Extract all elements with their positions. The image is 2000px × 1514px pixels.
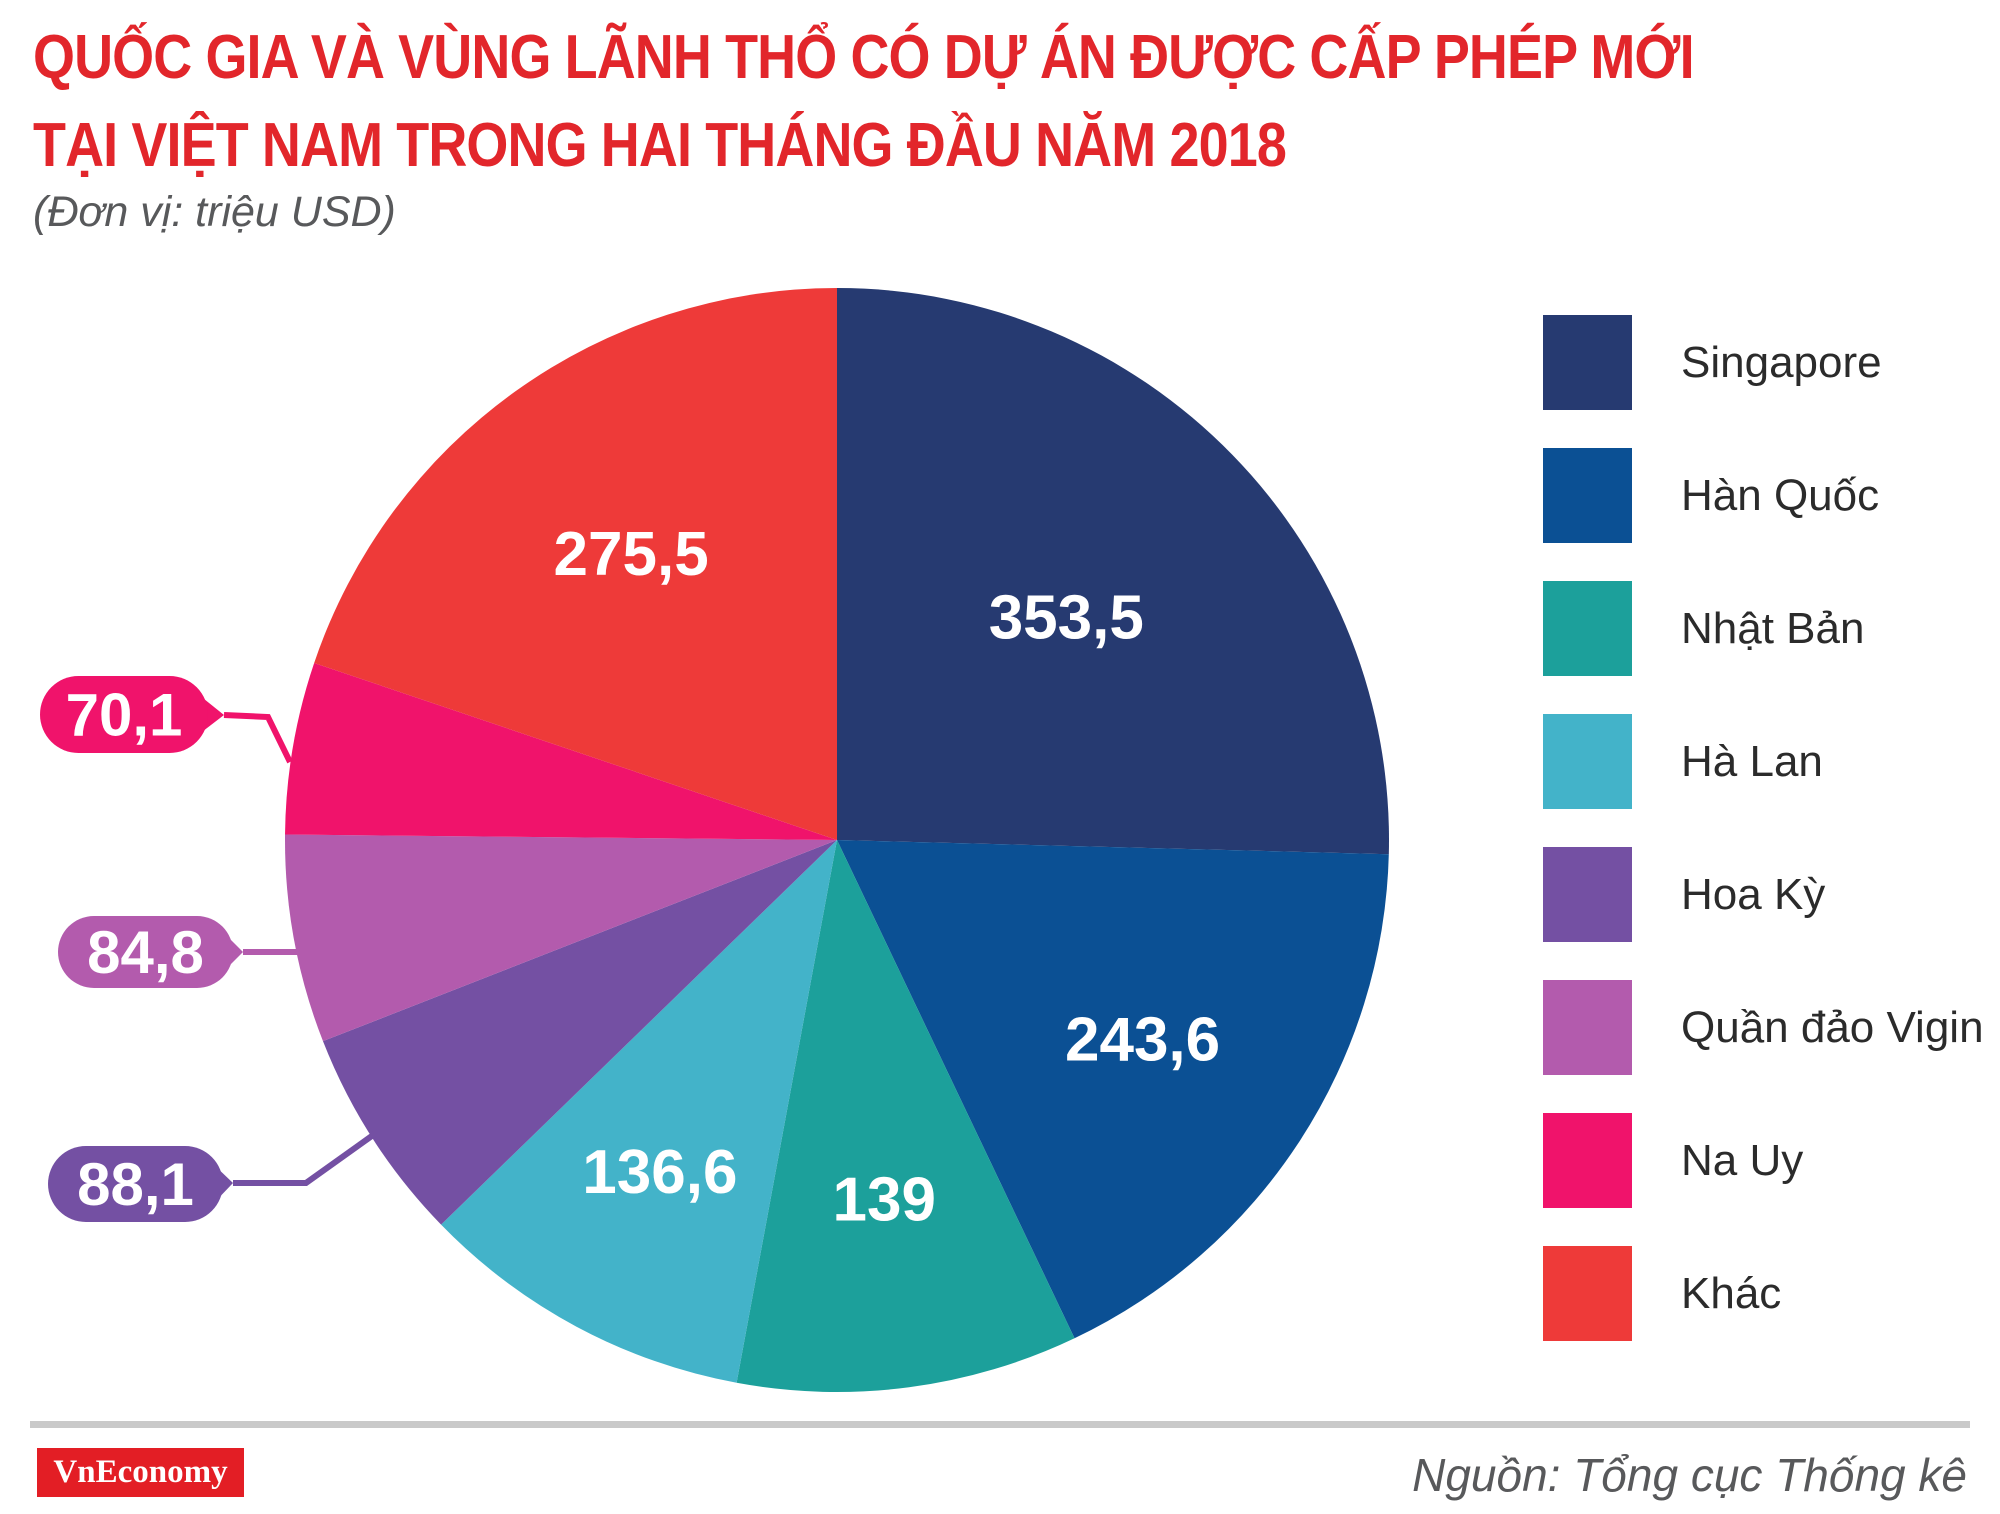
slice-value-singapore: 353,5 [989, 584, 1144, 653]
pie-slice-na-uy [285, 662, 838, 840]
legend-item-na-uy: Na Uy [1543, 1113, 1984, 1208]
legend-item-ha-lan: Hà Lan [1543, 714, 1984, 809]
pie-slice-khac [314, 288, 837, 840]
legend-label-nhat-ban: Nhật Bản [1681, 603, 1865, 653]
pie-slice-han-quoc [837, 840, 1389, 1339]
chart-title-line-2: TẠI VIỆT NAM TRONG HAI THÁNG ĐẦU NĂM 201… [33, 111, 1287, 180]
legend-swatch-hoa-ky [1543, 847, 1632, 942]
legend-label-han-quoc: Hàn Quốc [1681, 470, 1880, 520]
pie-slice-quan-dao-vigin [285, 834, 837, 1042]
slice-value-han-quoc: 243,6 [1065, 1005, 1220, 1074]
pie-slice-hoa-ky [322, 840, 838, 1225]
legend-swatch-singapore [1543, 315, 1632, 410]
chart-unit: (Đơn vị: triệu USD) [33, 188, 396, 236]
callout-connector-hoa-ky [233, 1130, 378, 1186]
vneconomy-logo-text: VnEconomy [53, 1454, 228, 1490]
callout-pill-na-uy [40, 676, 208, 753]
legend-item-hoa-ky: Hoa Kỳ [1543, 847, 1984, 942]
callout-pill-hoa-ky [48, 1146, 223, 1222]
legend-item-quan-dao-vigin: Quần đảo Vigin [1543, 980, 1984, 1075]
chart-title-line-1: QUỐC GIA VÀ VÙNG LÃNH THỔ CÓ DỰ ÁN ĐƯỢC … [33, 23, 1695, 92]
pie-slice-ha-lan [441, 840, 837, 1383]
callout-connector-na-uy [223, 712, 293, 764]
callout-value-hoa-ky: 88,1 [77, 1151, 194, 1218]
vneconomy-logo: VnEconomy [37, 1448, 244, 1497]
legend-swatch-na-uy [1543, 1113, 1632, 1208]
legend-label-quan-dao-vigin: Quần đảo Vigin [1681, 1002, 1984, 1052]
legend-label-na-uy: Na Uy [1681, 1135, 1804, 1185]
callout-pill-quan-dao-vigin [58, 916, 233, 988]
legend-label-singapore: Singapore [1681, 337, 1882, 387]
callout-value-na-uy: 70,1 [66, 682, 183, 749]
legend-label-hoa-ky: Hoa Kỳ [1681, 869, 1826, 919]
legend-swatch-han-quoc [1543, 448, 1632, 543]
pie-slice-nhat-ban [736, 840, 1075, 1392]
legend-item-han-quoc: Hàn Quốc [1543, 448, 1984, 543]
legend-item-khac: Khác [1543, 1246, 1984, 1341]
pie-chart: 353,5 243,6 139 136,6 275,5 70,1 84,8 88,1 [40, 288, 1389, 1392]
legend-label-khac: Khác [1681, 1268, 1782, 1318]
slice-value-ha-lan: 136,6 [582, 1138, 737, 1207]
slice-value-khac: 275,5 [554, 520, 709, 589]
footer-divider [30, 1421, 1970, 1428]
legend-item-singapore: Singapore [1543, 315, 1984, 410]
legend-swatch-nhat-ban [1543, 581, 1632, 676]
chart-title: QUỐC GIA VÀ VÙNG LÃNH THỔ CÓ DỰ ÁN ĐƯỢC … [33, 14, 1942, 190]
legend-item-nhat-ban: Nhật Bản [1543, 581, 1984, 676]
callout-value-quan-dao-vigin: 84,8 [87, 919, 204, 986]
legend-label-ha-lan: Hà Lan [1681, 736, 1823, 786]
legend-swatch-khac [1543, 1246, 1632, 1341]
legend: Singapore Hàn Quốc Nhật Bản Hà Lan Hoa Kỳ Quầ… [1543, 315, 1984, 1379]
source-credit: Nguồn: Tổng cục Thống kê [1412, 1449, 1967, 1501]
pie-slice-singapore [837, 288, 1389, 855]
legend-swatch-quan-dao-vigin [1543, 980, 1632, 1075]
legend-swatch-ha-lan [1543, 714, 1632, 809]
slice-value-nhat-ban: 139 [832, 1165, 935, 1234]
